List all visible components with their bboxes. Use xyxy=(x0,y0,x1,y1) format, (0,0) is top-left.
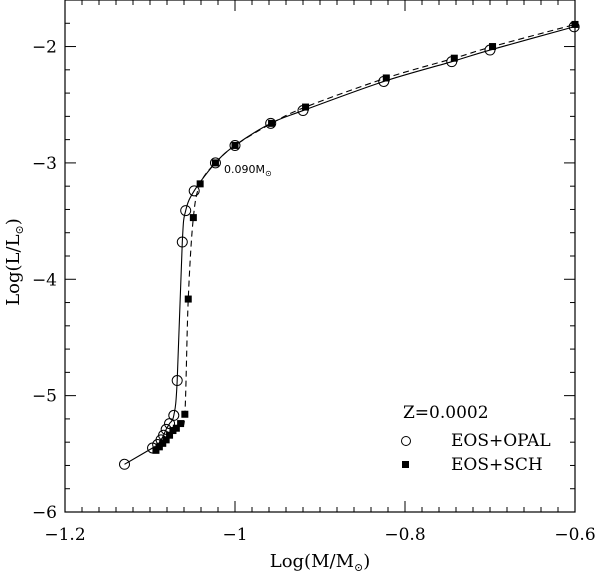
y-axis-label-main: Log(L/L xyxy=(3,234,24,305)
data-point-sch xyxy=(302,103,310,111)
data-point-opal xyxy=(229,139,241,151)
tick-labels: −1.2 −1 −0.8 −0.6 −6 −5 −4 −3 −2 xyxy=(32,38,596,545)
data-point-sch xyxy=(196,180,204,188)
y-tick-label: −5 xyxy=(32,387,57,407)
series-line-opal xyxy=(124,26,575,465)
mass-annotation-main: 0.090M xyxy=(224,163,265,176)
data-point-opal xyxy=(171,375,183,387)
legend: Z=0.0002 EOS+OPAL EOS+SCH xyxy=(401,403,551,475)
data-point-opal xyxy=(180,205,192,217)
data-point-opal xyxy=(168,409,180,421)
data-point-sch xyxy=(189,214,197,222)
legend-label-opal: EOS+OPAL xyxy=(451,431,551,451)
y-axis-label-end: ) xyxy=(3,218,24,225)
legend-title: Z=0.0002 xyxy=(403,403,489,423)
x-tick-label: −1.2 xyxy=(44,525,85,545)
x-tick-label: −0.8 xyxy=(384,525,425,545)
data-point-sch xyxy=(166,431,174,439)
data-point-sch xyxy=(382,74,390,82)
data-point-sch xyxy=(450,54,458,62)
y-tick-label: −3 xyxy=(32,154,57,174)
data-point-opal xyxy=(119,458,130,470)
data-point-sch xyxy=(177,420,185,428)
y-tick-label: −4 xyxy=(32,270,57,290)
data-point-opal xyxy=(188,185,200,197)
x-axis-label-sub: ⊙ xyxy=(354,561,363,574)
data-point-opal xyxy=(176,236,188,248)
x-tick-label: −0.6 xyxy=(554,525,595,545)
x-axis-label-end: ) xyxy=(363,551,370,572)
legend-marker-sch xyxy=(402,461,409,468)
data-point-sch xyxy=(172,424,180,432)
mass-annotation-sub: ⊙ xyxy=(265,169,272,178)
y-tick-label: −2 xyxy=(32,38,57,58)
data-point-sch xyxy=(231,141,239,149)
legend-label-sch: EOS+SCH xyxy=(451,455,543,475)
x-axis-label: Log(M/M⊙) xyxy=(270,551,371,574)
mass-annotation: 0.090M⊙ xyxy=(224,163,272,178)
series-line-sch xyxy=(155,23,576,451)
x-axis-label-main: Log(M/M xyxy=(270,551,354,572)
y-tick-label: −6 xyxy=(32,503,57,523)
legend-marker-opal xyxy=(401,436,411,446)
data-point-sch xyxy=(184,295,192,303)
y-axis-label-sub: ⊙ xyxy=(13,225,26,234)
data-point-opal xyxy=(265,117,277,129)
x-tick-label: −1 xyxy=(222,525,247,545)
data-point-sch xyxy=(571,20,579,28)
data-point-opal xyxy=(209,157,221,169)
data-point-sch xyxy=(268,119,276,127)
y-axis-label: Log(L/L⊙) xyxy=(3,218,26,306)
series-layer xyxy=(119,20,580,470)
data-point-sch xyxy=(181,410,189,418)
data-point-sch xyxy=(162,436,170,444)
data-point-sch xyxy=(489,43,497,51)
data-point-sch xyxy=(211,159,219,167)
ticks xyxy=(64,0,576,513)
